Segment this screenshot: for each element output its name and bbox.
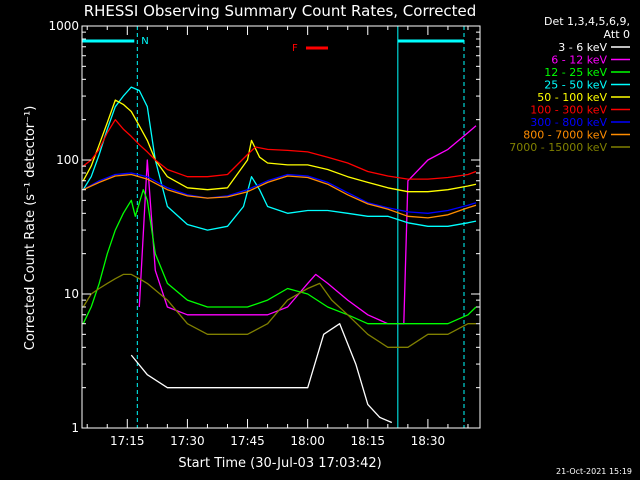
legend-label-4: 25 - 50 keV (544, 79, 607, 92)
series-line-5 (82, 99, 477, 193)
x-tick-label: 17:30 (170, 434, 205, 448)
y-tick-label: 1 (71, 421, 79, 435)
series-line-6 (82, 119, 477, 180)
legend-label-6: 100 - 300 keV (530, 104, 607, 117)
legend-label-7: 300 - 800 keV (530, 116, 607, 129)
series-line-2 (138, 125, 477, 325)
legend-label-2: 6 - 12 keV (551, 54, 607, 67)
flare-flag-label: F (292, 43, 298, 54)
legend-label-5: 50 - 100 keV (537, 91, 607, 104)
x-axis-label: Start Time (30-Jul-03 17:03:42) (178, 456, 381, 471)
series-line-4 (82, 86, 477, 231)
y-axis-label: Corrected Count Rate (s⁻¹ detector⁻¹) (23, 106, 38, 351)
footer-date: 21-Oct-2021 15:19 (556, 467, 632, 476)
x-tick-label: 18:15 (350, 434, 385, 448)
legend-label-3: 12 - 25 keV (544, 66, 607, 79)
legend-label-9: 7000 - 15000 keV (509, 141, 607, 154)
x-tick-label: 17:45 (230, 434, 265, 448)
legend-label-1: 3 - 6 keV (558, 41, 607, 54)
legend-header-line-1: Det 1,3,4,5,6,9, (544, 15, 630, 28)
plot-frame (81, 25, 481, 429)
series-line-7 (82, 172, 477, 214)
series-line-1 (130, 323, 393, 424)
series-line-8 (82, 173, 477, 219)
series-line-9 (82, 273, 476, 348)
x-tick-label: 18:00 (290, 434, 325, 448)
x-tick-label: 17:15 (110, 434, 145, 448)
y-tick-label: 10 (64, 287, 79, 301)
x-tick-label: 18:30 (411, 434, 446, 448)
night-flag-label: N (141, 36, 148, 47)
series-line-3 (82, 189, 477, 325)
y-tick-label: 1000 (48, 19, 79, 33)
legend-header-line-2: Att 0 (604, 28, 630, 41)
y-tick-label: 100 (56, 153, 79, 167)
chart-title: RHESSI Observing Summary Count Rates, Co… (84, 2, 477, 20)
legend-label-8: 800 - 7000 keV (523, 129, 607, 142)
plot-area: N F 1 10 100 1000 17:15 17:30 17:45 18:00 18:15 18:… (48, 19, 481, 448)
